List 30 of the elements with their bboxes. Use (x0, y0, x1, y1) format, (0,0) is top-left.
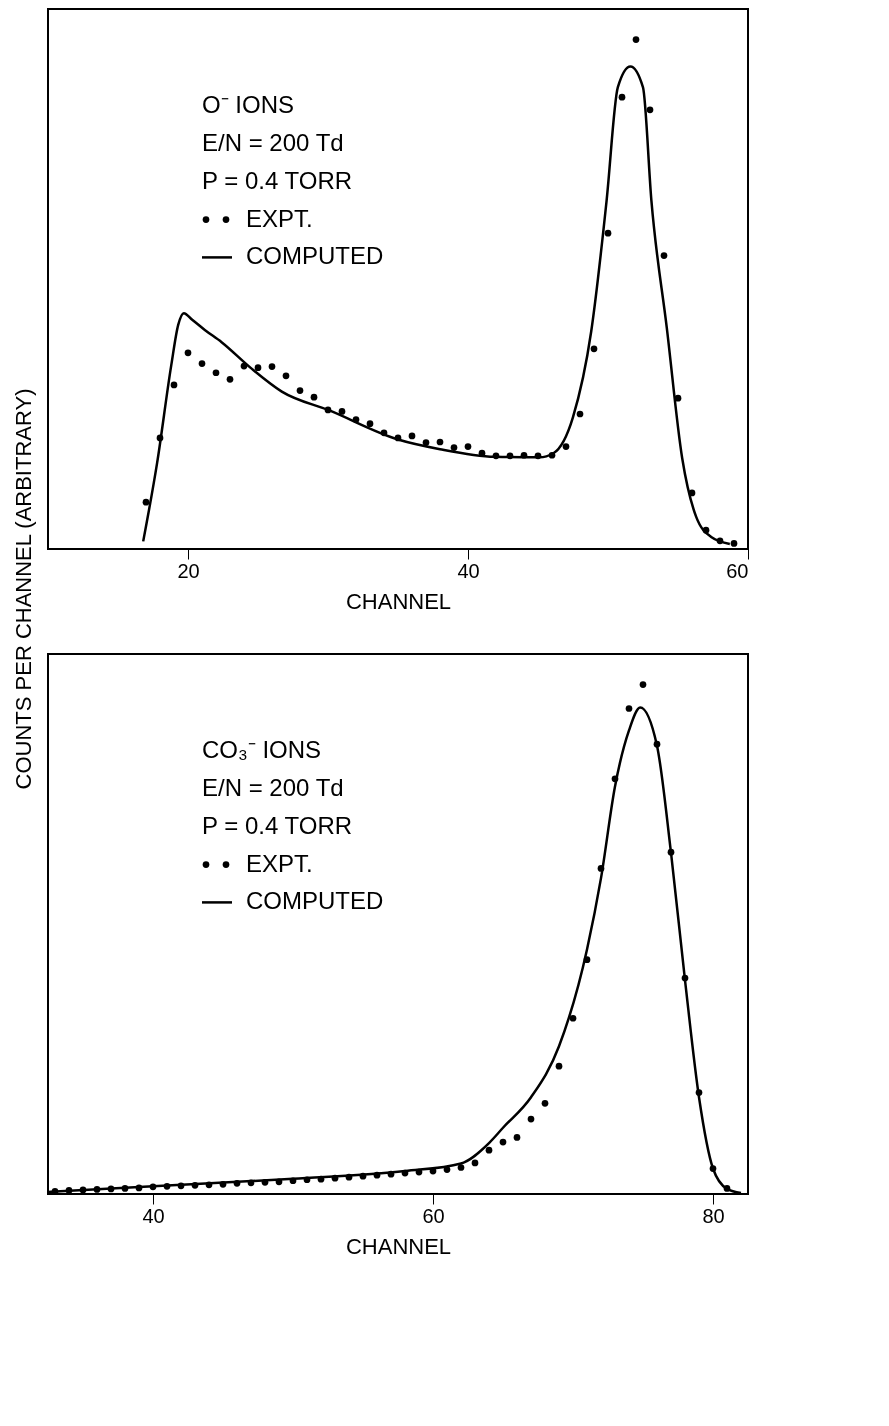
point (471, 1159, 479, 1167)
point (555, 1062, 563, 1070)
x-axis-title: CHANNEL (345, 1233, 452, 1259)
annotation: P = 0.4 TORR (202, 811, 353, 839)
point (527, 1115, 535, 1123)
x-tick-label: 60 (726, 559, 749, 582)
legend-label: EXPT. (246, 204, 313, 232)
point (625, 705, 633, 712)
x-tick-label: 40 (142, 1204, 165, 1227)
annotation: P = 0.4 TORR (202, 166, 353, 194)
legend-label: COMPUTED (246, 887, 384, 915)
annotation: CO₃⁻ IONS (202, 736, 322, 764)
point (485, 1146, 493, 1154)
x-tick-label: 20 (177, 559, 200, 582)
x-tick-label: 40 (457, 559, 480, 582)
x-tick-label: 60 (422, 1204, 445, 1227)
annotation: E/N = 200 Td (202, 774, 344, 801)
point (639, 681, 647, 688)
legend-label: COMPUTED (246, 242, 384, 270)
point (541, 1099, 549, 1107)
x-axis-title: CHANNEL (345, 588, 452, 614)
point (569, 1014, 577, 1022)
legend-label: EXPT. (246, 849, 313, 877)
point (513, 1134, 521, 1141)
x-tick-label: 80 (702, 1204, 725, 1227)
annotation: O⁻ IONS (202, 91, 295, 119)
point (499, 1138, 507, 1146)
point (457, 1164, 465, 1171)
y-axis-title: COUNTS PER CHANNEL (ARBITRARY) (11, 388, 36, 790)
annotation: E/N = 200 Td (202, 129, 344, 156)
